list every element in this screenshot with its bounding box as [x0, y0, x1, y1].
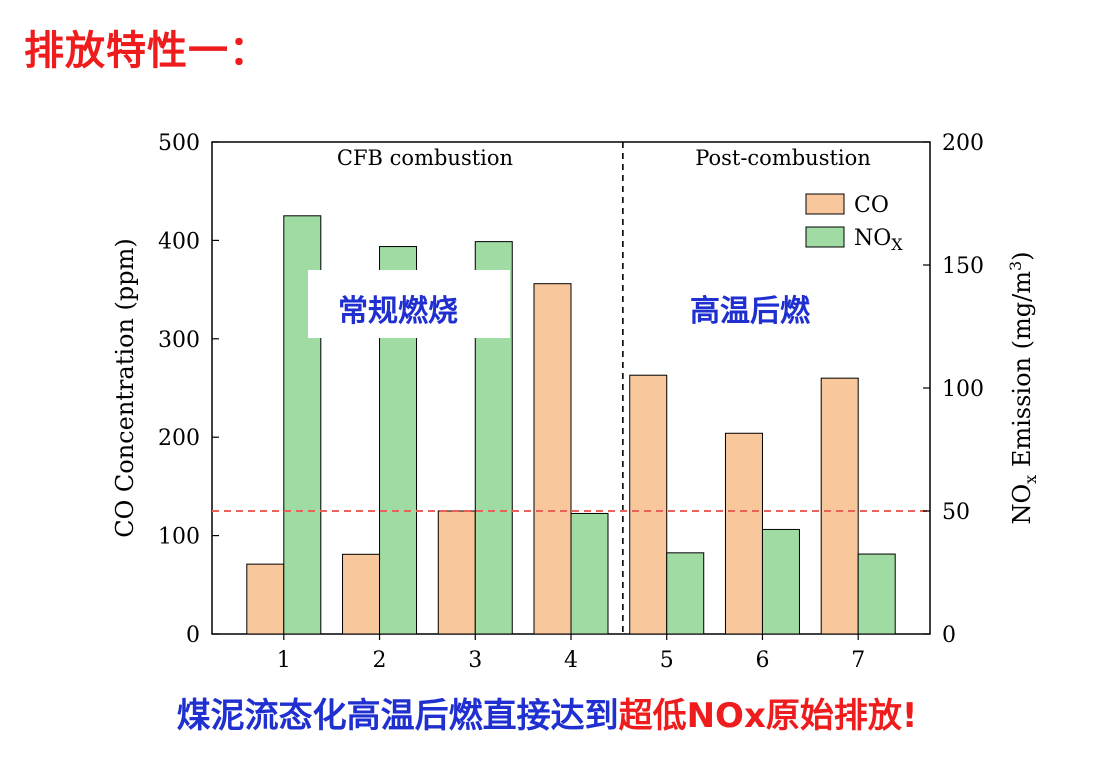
overlay-box-cover — [308, 270, 510, 338]
y2-tick-label: 100 — [942, 377, 984, 402]
y2-tick-label: 0 — [942, 623, 956, 648]
overlay-cfb-label: 常规燃烧 — [338, 294, 458, 329]
nox-bar-6 — [761, 528, 800, 635]
y-tick-label: 100 — [158, 525, 200, 550]
y-axis-title: CO Concentration (ppm) — [111, 238, 139, 538]
nox-bar-4 — [570, 512, 609, 635]
region-label-cfb: CFB combustion — [337, 146, 513, 170]
co-bar-6 — [724, 432, 763, 635]
y-tick-label: 200 — [158, 426, 200, 451]
co-nox-bar-chart: 1 2 3 4 5 6 7 常规燃烧 高温后燃 CFB combustion Post-combus… — [111, 131, 1040, 673]
co-bar-3 — [437, 510, 476, 635]
legend-label-0: CO — [854, 193, 889, 218]
co-bar-7 — [820, 377, 859, 635]
y2-tick-label: 200 — [942, 131, 984, 156]
conclusion-red: 超低NOx原始排放! — [618, 696, 918, 736]
nox-bar-5 — [666, 552, 705, 635]
y-tick-label: 0 — [186, 623, 200, 648]
y2-axis-title: NOx Emission (mg/m3) — [1006, 251, 1040, 524]
nox-bar-7 — [857, 553, 896, 635]
y-tick-label: 400 — [158, 229, 200, 254]
y2-tick-label: 150 — [942, 254, 984, 279]
x-tick-label: 5 — [660, 648, 674, 673]
x-tick-label: 6 — [755, 648, 769, 673]
region-label-post: Post-combustion — [695, 146, 871, 170]
overlay-post-label: 高温后燃 — [690, 294, 811, 329]
x-tick-label: 2 — [373, 648, 387, 673]
conclusion-blue: 煤泥流态化高温后燃直接达到 — [176, 696, 619, 736]
co-bar-2 — [342, 553, 381, 635]
x-tick-label: 3 — [468, 648, 482, 673]
x-tick-label: 4 — [564, 648, 578, 673]
co-bar-1 — [246, 563, 285, 635]
x-tick-label: 7 — [851, 648, 865, 673]
co-bar-4 — [533, 283, 572, 635]
legend-swatch-1 — [805, 226, 845, 248]
legend-label-1: NOX — [854, 226, 903, 254]
conclusion-text: 煤泥流态化高温后燃直接达到超低NOx原始排放! — [0, 688, 1094, 737]
slide-title: 排放特性一： — [24, 28, 270, 74]
x-tick-label: 1 — [277, 648, 291, 673]
co-bar-5 — [629, 374, 668, 635]
y2-tick-label: 50 — [942, 500, 970, 525]
y-tick-label: 500 — [158, 131, 200, 156]
legend-swatch-0 — [805, 193, 845, 215]
y-tick-label: 300 — [158, 328, 200, 353]
